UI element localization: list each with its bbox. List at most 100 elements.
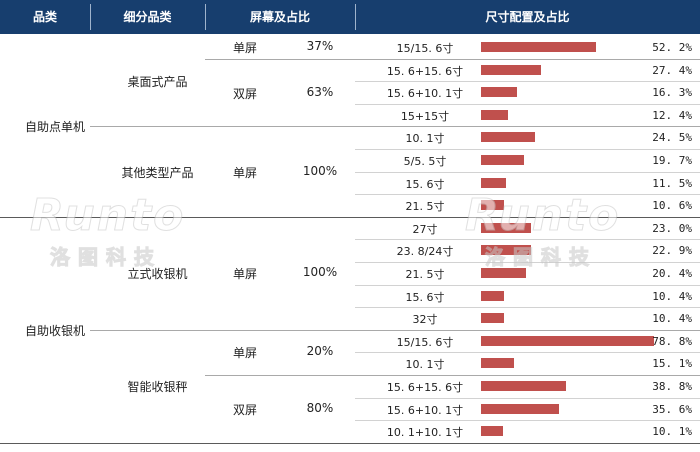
size-label: 10. 1+10. 1寸 xyxy=(386,426,464,440)
watermark-brand: Runto xyxy=(29,190,186,242)
bar xyxy=(481,290,504,301)
row-divider xyxy=(355,149,700,150)
screen-share: 100% xyxy=(302,163,338,178)
size-label: 15. 6寸 xyxy=(405,177,445,191)
percent-label: 23. 0% xyxy=(652,221,692,235)
bar xyxy=(481,403,560,414)
bar xyxy=(481,426,504,437)
size-label: 15+15寸 xyxy=(400,109,450,123)
bar xyxy=(481,222,532,233)
size-label: 15. 6+15. 6寸 xyxy=(386,381,464,394)
percent-label: 24. 5% xyxy=(652,131,692,145)
screen-share: 20% xyxy=(306,344,334,359)
size-label: 32寸 xyxy=(412,313,438,327)
subcategory-label: 桌面式产品 xyxy=(127,75,188,90)
header-screen: 屏幕及占比 xyxy=(249,10,310,24)
bar xyxy=(481,177,507,188)
bar xyxy=(481,64,542,75)
header-divider xyxy=(355,4,356,30)
row-divider xyxy=(355,171,700,173)
percent-label: 22. 9% xyxy=(652,244,692,258)
size-label: 27寸 xyxy=(412,222,438,236)
percent-label: 11. 5% xyxy=(652,176,692,190)
size-label: 21. 5寸 xyxy=(405,268,445,281)
size-label: 23. 8/24寸 xyxy=(396,245,454,259)
screen-divider xyxy=(205,58,700,60)
percent-label: 15. 1% xyxy=(652,357,692,371)
row-divider xyxy=(355,352,700,354)
percent-label: 10. 1% xyxy=(652,425,692,439)
size-label: 21. 5寸 xyxy=(405,200,445,214)
screen-type: 单屏 xyxy=(232,165,257,180)
percent-label: 19. 7% xyxy=(652,154,692,167)
header-divider xyxy=(205,4,206,30)
row-divider xyxy=(355,239,700,241)
percent-label: 20. 4% xyxy=(652,267,692,280)
bar xyxy=(481,245,532,256)
percent-label: 38. 8% xyxy=(652,380,692,393)
category-divider xyxy=(0,216,700,218)
bar xyxy=(481,335,654,346)
size-label: 15/15. 6寸 xyxy=(396,42,454,55)
subcategory-label: 立式收银机 xyxy=(127,267,188,282)
bar xyxy=(481,313,504,324)
screen-share: 37% xyxy=(306,39,334,54)
header-category: 品类 xyxy=(32,10,57,24)
header-divider xyxy=(90,4,91,30)
size-label: 5/5. 5寸 xyxy=(403,155,447,168)
size-label: 10. 1寸 xyxy=(405,132,445,146)
percent-label: 10. 6% xyxy=(652,199,692,213)
screen-share: 100% xyxy=(302,265,338,280)
bar xyxy=(481,381,567,391)
row-divider xyxy=(355,81,700,83)
subcategory-divider xyxy=(90,126,700,128)
bar xyxy=(481,155,525,165)
screen-type: 单屏 xyxy=(232,346,257,361)
percent-label: 35. 6% xyxy=(652,402,692,416)
screen-type: 双屏 xyxy=(232,86,257,101)
screen-share: 80% xyxy=(306,400,334,415)
subcategory-label: 智能收银秤 xyxy=(127,380,188,395)
bar xyxy=(481,268,526,278)
table-header: 品类 细分品类 屏幕及占比 尺寸配置及占比 xyxy=(0,0,700,34)
screen-type: 单屏 xyxy=(232,41,257,56)
category-label: 自助点单机 xyxy=(24,120,85,135)
row-divider xyxy=(355,284,700,286)
row-divider xyxy=(355,262,700,263)
watermark-left: Runto 洛图科技 xyxy=(29,190,186,270)
bar xyxy=(481,87,517,98)
bar xyxy=(481,132,535,143)
screen-divider xyxy=(205,375,700,376)
size-label: 10. 1寸 xyxy=(405,358,445,372)
row-divider xyxy=(355,194,700,196)
bar xyxy=(481,109,509,120)
screen-share: 63% xyxy=(306,84,334,99)
size-label: 15. 6+10. 1寸 xyxy=(386,87,464,101)
header-subcategory: 细分品类 xyxy=(123,10,172,24)
bar xyxy=(481,358,515,369)
bar xyxy=(481,42,596,52)
size-label: 15. 6寸 xyxy=(405,290,445,304)
category-divider xyxy=(0,442,700,444)
percent-label: 16. 3% xyxy=(652,86,692,100)
size-label: 15. 6+15. 6寸 xyxy=(386,64,464,78)
row-divider xyxy=(355,307,700,309)
screen-type: 单屏 xyxy=(232,267,257,282)
size-label: 15/15. 6寸 xyxy=(396,335,454,349)
percent-label: 78. 8% xyxy=(652,334,692,348)
percent-label: 27. 4% xyxy=(652,63,692,77)
row-divider xyxy=(355,103,700,105)
category-label: 自助收银机 xyxy=(24,323,85,338)
screen-type: 双屏 xyxy=(232,402,257,417)
row-divider xyxy=(355,420,700,422)
subcategory-divider xyxy=(90,329,700,331)
subcategory-label: 其他类型产品 xyxy=(121,165,194,180)
header-size-config: 尺寸配置及占比 xyxy=(485,10,570,24)
row-divider xyxy=(355,397,700,399)
percent-label: 52. 2% xyxy=(652,41,692,54)
percent-label: 10. 4% xyxy=(652,312,692,326)
percent-label: 10. 4% xyxy=(652,289,692,303)
bar xyxy=(481,200,505,211)
size-label: 15. 6+10. 1寸 xyxy=(386,403,464,417)
